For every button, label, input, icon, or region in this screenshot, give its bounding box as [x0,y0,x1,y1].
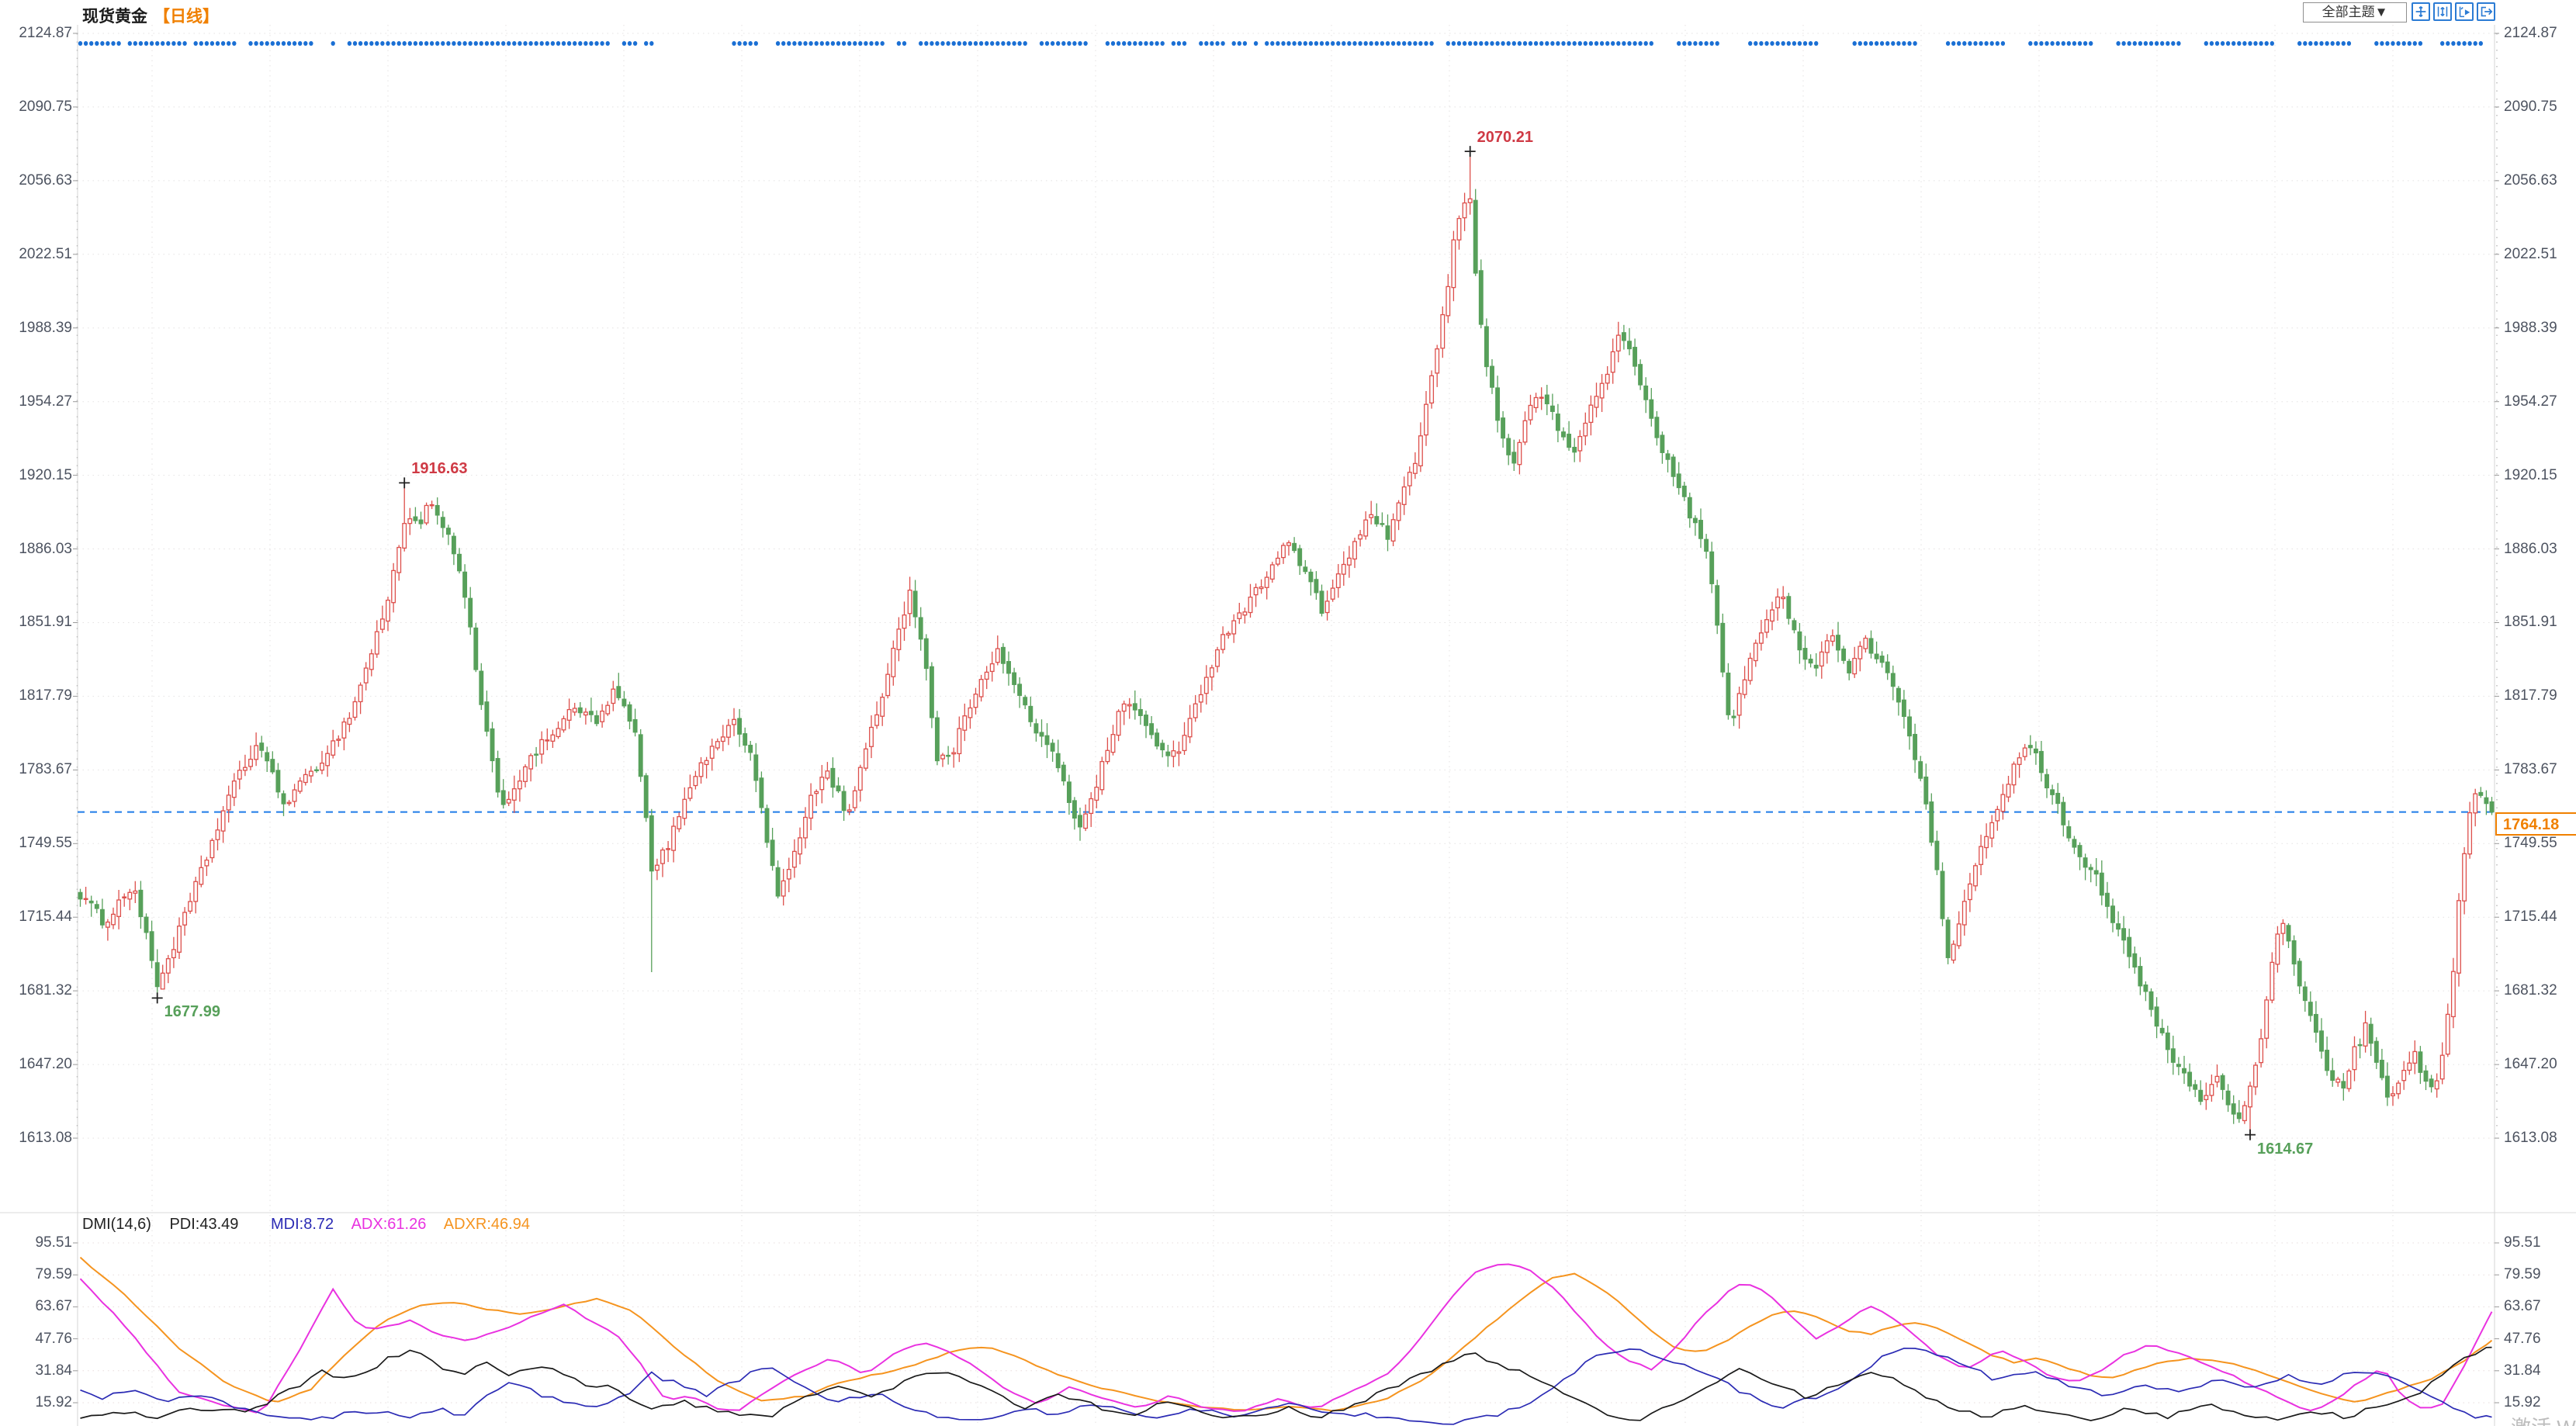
price-axis-label: 1954.27 [2504,393,2557,410]
price-axis-label: 1749.55 [2504,835,2557,852]
dmi-indicator-header[interactable]: DMI(14,6) PDI:43.49 MDI:8.72 ADX:61.26 A… [82,1216,544,1234]
price-axis-label: 1715.44 [2504,909,2557,926]
price-axis-label: 63.67 [35,1298,72,1315]
dmi-pdi-value: PDI:43.49 [169,1216,239,1233]
fit-vertical-axis-icon[interactable] [2433,2,2452,21]
price-axis-label: 2090.75 [19,98,72,115]
price-axis-label: 1783.67 [2504,761,2557,778]
price-axis-label: 15.92 [35,1394,72,1410]
export-chart-icon[interactable] [2477,2,2495,21]
theme-selector-dropdown[interactable]: 全部主题▼ [2303,2,2407,22]
price-axis-label: 1988.39 [19,319,72,336]
price-axis-label: 47.76 [35,1330,72,1347]
annotation-high-2070: 2070.21 [1477,129,1533,147]
timeframe-label: 【日线】 [154,8,219,26]
price-axis-label: 1886.03 [19,540,72,557]
price-axis-label: 1954.27 [19,393,72,410]
price-axis-label: 31.84 [2504,1362,2541,1379]
price-axis-label: 31.84 [35,1362,72,1379]
price-axis-label: 1647.20 [2504,1056,2557,1073]
chart-title: 现货黄金 【日线】 [82,4,219,27]
dmi-adxr-value: ADXR:46.94 [443,1216,530,1233]
price-axis-label: 1886.03 [2504,540,2557,557]
price-axis-label: 1647.20 [19,1056,72,1073]
dmi-title: DMI(14,6) [82,1216,151,1233]
price-axis-label: 79.59 [35,1266,72,1283]
price-axis-label: 2022.51 [19,245,72,262]
pan-crosshair-icon[interactable] [2412,2,2430,21]
instrument-name: 现货黄金 [82,8,147,26]
price-axis-label: 2022.51 [2504,245,2557,262]
price-axis-label: 1613.08 [2504,1130,2557,1146]
price-axis-label: 95.51 [2504,1234,2541,1251]
price-axis-label: 2090.75 [2504,98,2557,115]
price-axis-label: 79.59 [2504,1266,2541,1283]
price-axis-label: 1749.55 [19,835,72,852]
price-axis-label: 1851.91 [19,614,72,631]
price-axis-label: 1817.79 [19,687,72,704]
price-axis-label: 1613.08 [19,1130,72,1146]
price-axis-label: 2124.87 [2504,24,2557,41]
price-axis-label: 1817.79 [2504,687,2557,704]
annotation-low-1677: 1677.99 [164,1003,220,1021]
auto-play-scale-icon[interactable] [2455,2,2474,21]
dmi-adx-value: ADX:61.26 [351,1216,427,1233]
price-axis-label: 1920.15 [2504,466,2557,483]
price-axis-label: 2056.63 [19,171,72,189]
price-axis-label: 1920.15 [19,466,72,483]
price-axis-label: 1681.32 [19,982,72,999]
price-axis-label: 2056.63 [2504,171,2557,189]
price-axis-label: 63.67 [2504,1298,2541,1315]
price-axis-label: 2124.87 [19,24,72,41]
price-axis-label: 47.76 [2504,1330,2541,1347]
price-axis-label: 1988.39 [2504,319,2557,336]
activate-windows-watermark: 激活 Windows [2511,1412,2576,1426]
dmi-mdi-value: MDI:8.72 [270,1216,334,1233]
price-axis-label: 1783.67 [19,761,72,778]
annotation-high-1916: 1916.63 [411,460,468,478]
price-axis-label: 1715.44 [19,909,72,926]
price-axis-label: 1681.32 [2504,982,2557,999]
price-axis-label: 95.51 [35,1234,72,1251]
price-axis-label: 1851.91 [2504,614,2557,631]
price-axis-label: 15.92 [2504,1394,2541,1410]
last-price-tag: 1764.18 [2495,812,2576,836]
annotation-low-1614: 1614.67 [2256,1140,2314,1158]
